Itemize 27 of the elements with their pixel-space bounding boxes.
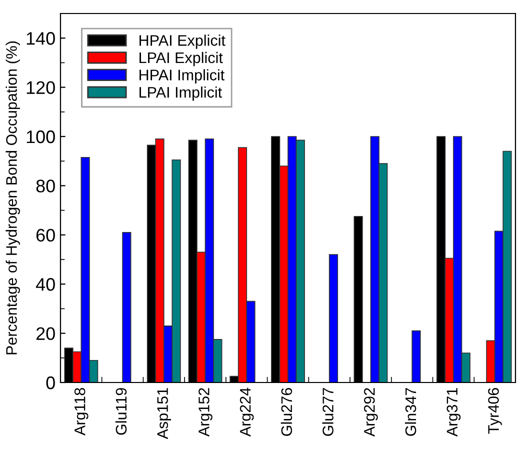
y-tick-label: 80 xyxy=(36,180,55,192)
x-tick-label: Arg371 xyxy=(446,388,461,437)
bar xyxy=(412,330,421,382)
x-tick-label: Glu277 xyxy=(322,388,334,436)
y-tick-label: 100 xyxy=(26,130,55,144)
x-tick-label: Arg292 xyxy=(364,388,378,437)
x-tick-label: Glu276 xyxy=(280,388,292,436)
x-tick-label: Arg224 xyxy=(240,388,254,437)
x-tick-label: Arg118 xyxy=(74,388,88,436)
y-tick-label: 120 xyxy=(26,81,55,94)
x-tick-label: Arg152 xyxy=(198,388,212,437)
y-tick-label: 140 xyxy=(26,32,55,45)
y-tick-label: 40 xyxy=(36,278,55,291)
y-axis-title: Percentage of Hydrogen Bond Occupation (%) xyxy=(6,41,20,354)
x-tick-label: Glu119 xyxy=(115,388,127,435)
y-tick-label: 60 xyxy=(36,228,55,242)
x-tick-label: Asp151 xyxy=(157,388,172,440)
bar xyxy=(328,254,338,382)
legend-label: HPAI Explicit xyxy=(140,34,226,49)
legend-label: LPAI Implicit xyxy=(140,86,222,101)
bar xyxy=(122,232,132,382)
x-tick-label: Tyr406 xyxy=(488,388,502,434)
legend-label: LPAI Explicit xyxy=(140,52,223,66)
x-tick-label: Gln347 xyxy=(404,388,416,436)
y-tick-label: 20 xyxy=(36,327,55,340)
legend-label: HPAI Implicit xyxy=(140,69,225,84)
y-tick-label: 0 xyxy=(46,376,55,390)
